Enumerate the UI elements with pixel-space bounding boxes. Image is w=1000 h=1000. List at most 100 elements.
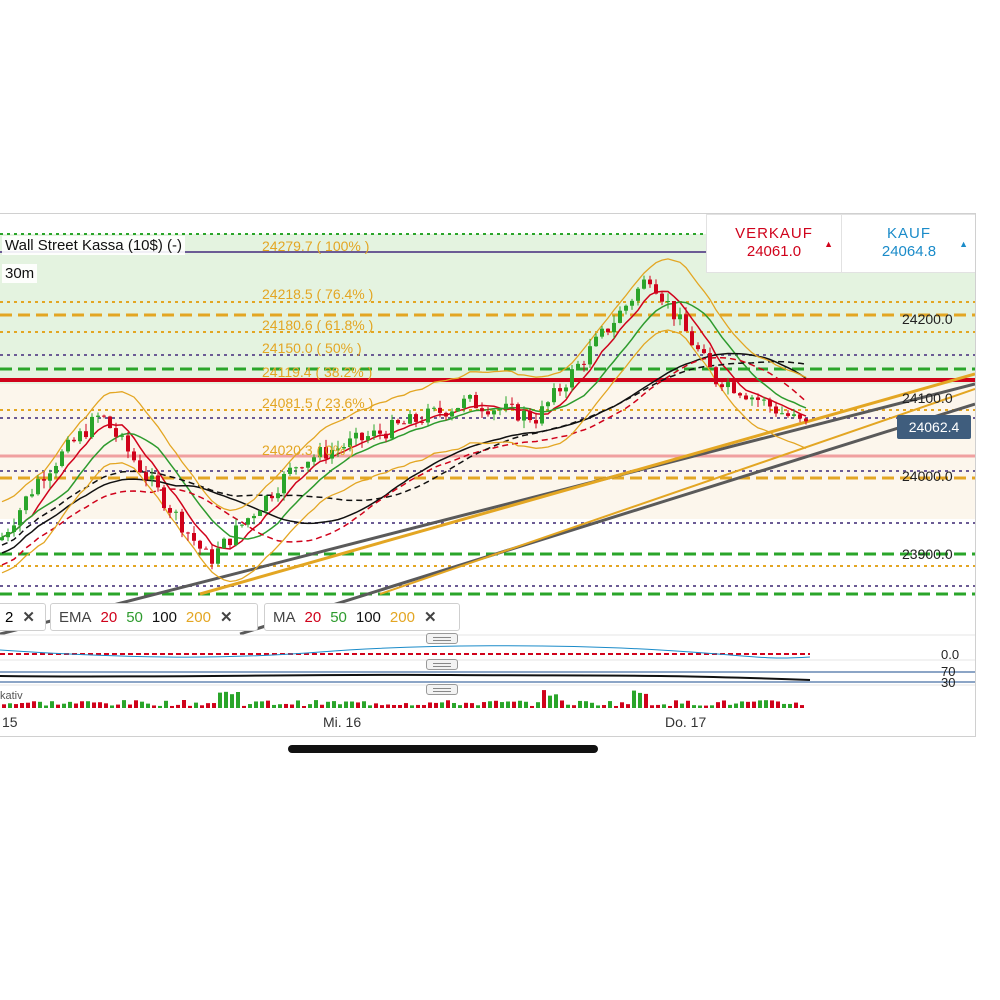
volume-bar xyxy=(488,701,492,708)
volume-bar xyxy=(104,703,108,708)
candle-body xyxy=(768,399,772,407)
rsi-line xyxy=(0,673,811,681)
volume-bar xyxy=(452,702,456,708)
symbol-title[interactable]: Wall Street Kassa (10$) (-) xyxy=(2,236,185,255)
volume-bar xyxy=(584,701,588,708)
candle-body xyxy=(282,473,286,494)
candle-body xyxy=(156,475,160,488)
candle-body xyxy=(120,435,124,437)
close-icon[interactable]: ✕ xyxy=(219,609,233,626)
volume-bar xyxy=(86,701,90,708)
macd-pane-resize-handle[interactable] xyxy=(426,633,458,644)
candle-body xyxy=(510,403,514,405)
candle-body xyxy=(738,393,742,396)
volume-bar xyxy=(494,700,498,708)
volume-bar xyxy=(398,704,402,708)
trend-line xyxy=(239,402,975,636)
candle-body xyxy=(468,394,472,399)
volume-bar xyxy=(308,704,312,708)
candle-body xyxy=(690,331,694,346)
candle-body xyxy=(198,540,202,549)
candle-body xyxy=(570,369,574,388)
ema-period-200: 200 xyxy=(185,608,211,626)
candle-body xyxy=(168,508,172,513)
candle-body xyxy=(192,533,196,541)
volume-bar xyxy=(572,705,576,708)
candle-body xyxy=(792,414,796,416)
candle-body xyxy=(804,418,808,422)
candle-body xyxy=(708,353,712,368)
candle-body xyxy=(612,322,616,333)
candle-body xyxy=(354,432,358,439)
volume-bar xyxy=(662,704,666,708)
candle-body xyxy=(186,532,190,534)
volume-bar xyxy=(476,705,480,708)
home-indicator[interactable] xyxy=(288,745,598,753)
buy-quote-button[interactable]: KAUF 24064.8 ▲ xyxy=(841,214,975,273)
close-icon[interactable]: ✕ xyxy=(22,609,35,626)
volume-bar xyxy=(326,701,330,708)
candle-body xyxy=(744,395,748,400)
ema-legend[interactable]: EMA 20 50 100 200 ✕ xyxy=(50,603,258,631)
candle-body xyxy=(288,467,292,474)
ma-period-200: 200 xyxy=(389,608,415,626)
volume-bar xyxy=(380,705,384,708)
candle-body xyxy=(588,346,592,365)
volume-bar xyxy=(266,700,270,708)
bollinger-legend[interactable]: 2 ✕ xyxy=(0,603,46,631)
candle-body xyxy=(426,408,430,423)
volume-bar xyxy=(74,703,78,708)
close-icon[interactable]: ✕ xyxy=(423,609,437,626)
candle-body xyxy=(384,433,388,439)
candle-body xyxy=(780,413,784,415)
volume-pane-resize-handle[interactable] xyxy=(426,684,458,695)
volume-bar xyxy=(50,701,54,708)
candle-body xyxy=(624,305,628,311)
candle-body xyxy=(408,414,412,424)
candle-body xyxy=(300,467,304,469)
candle-body xyxy=(72,439,76,442)
rsi-pane-resize-handle[interactable] xyxy=(426,659,458,670)
candle-body xyxy=(432,407,436,409)
candle-body xyxy=(312,457,316,462)
candle-body xyxy=(318,447,322,458)
volume-bar xyxy=(464,702,468,708)
candle-body xyxy=(438,407,442,413)
volume-bar xyxy=(734,703,738,708)
volume-bar xyxy=(254,701,258,708)
volume-bar xyxy=(38,701,42,708)
volume-bar xyxy=(668,705,672,708)
volume-bar xyxy=(404,703,408,708)
volume-bar xyxy=(80,701,84,708)
volume-bar xyxy=(524,701,528,708)
ema-period-20: 20 xyxy=(100,608,118,626)
volume-bar xyxy=(290,704,294,708)
volume-bar xyxy=(560,700,564,708)
ma-legend[interactable]: MA 20 50 100 200 ✕ xyxy=(264,603,460,631)
candle-body xyxy=(798,414,802,419)
sell-quote-button[interactable]: VERKAUF 24061.0 ▲ xyxy=(706,214,842,273)
volume-bar xyxy=(116,704,120,708)
candle-body xyxy=(456,407,460,412)
volume-bar xyxy=(68,701,72,708)
up-arrow-icon: ▲ xyxy=(824,239,833,249)
candle-body xyxy=(258,510,262,516)
candle-body xyxy=(348,438,352,448)
x-axis-date-label: Do. 17 xyxy=(665,714,707,730)
chart-panel[interactable]: Wall Street Kassa (10$) (-) 30m 24279.7 … xyxy=(0,213,976,737)
macd-zero-label: 0.0 xyxy=(941,647,960,662)
candle-body xyxy=(726,382,730,388)
candle-body xyxy=(372,430,376,437)
volume-bar xyxy=(626,704,630,708)
volume-bar xyxy=(146,703,150,708)
candle-body xyxy=(402,423,406,425)
timeframe-label[interactable]: 30m xyxy=(2,264,38,283)
volume-bar xyxy=(758,700,762,708)
volume-bar xyxy=(608,701,612,708)
volume-bar xyxy=(548,695,552,708)
price-chart[interactable] xyxy=(0,214,975,736)
candle-body xyxy=(450,411,454,417)
candlesticks xyxy=(0,275,808,570)
volume-bar xyxy=(20,703,24,708)
sell-label: VERKAUF xyxy=(735,225,813,242)
